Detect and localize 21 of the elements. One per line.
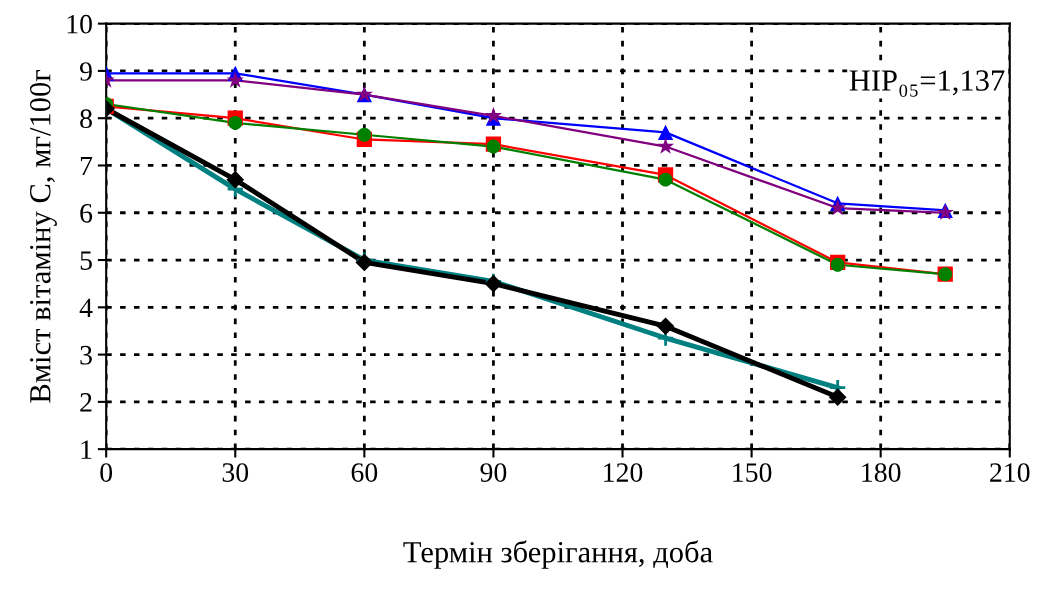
y-tick-label: 2 — [80, 393, 92, 412]
x-tick-label: 120 — [604, 463, 643, 482]
y-tick-label: 10 — [67, 14, 92, 34]
x-tick-label: 150 — [733, 463, 772, 482]
y-tick-label: 3 — [80, 345, 92, 365]
y-tick-label: 7 — [80, 156, 93, 176]
y-tick-label: 8 — [80, 109, 92, 129]
x-tick-label: 0 — [100, 463, 113, 482]
x-tick-label: 90 — [480, 463, 507, 482]
y-tick-label: 5 — [80, 251, 92, 270]
x-tick-label: 60 — [351, 463, 378, 482]
x-tick-label: 30 — [222, 463, 249, 482]
annotation: НІР₀₅=1,137 — [849, 70, 1005, 97]
y-tick-label: 4 — [79, 298, 93, 317]
x-tick-label: 210 — [990, 463, 1030, 482]
y-tick-label: 1 — [81, 440, 92, 459]
x-tick-label: 180 — [862, 463, 901, 482]
y-tick-label: 9 — [79, 62, 92, 81]
y-axis-title: Вміст вітаміну С, мг/100г — [29, 69, 57, 403]
y-tick-label: 6 — [80, 204, 93, 223]
x-axis-title: Термін зберігання, доба — [403, 540, 713, 569]
